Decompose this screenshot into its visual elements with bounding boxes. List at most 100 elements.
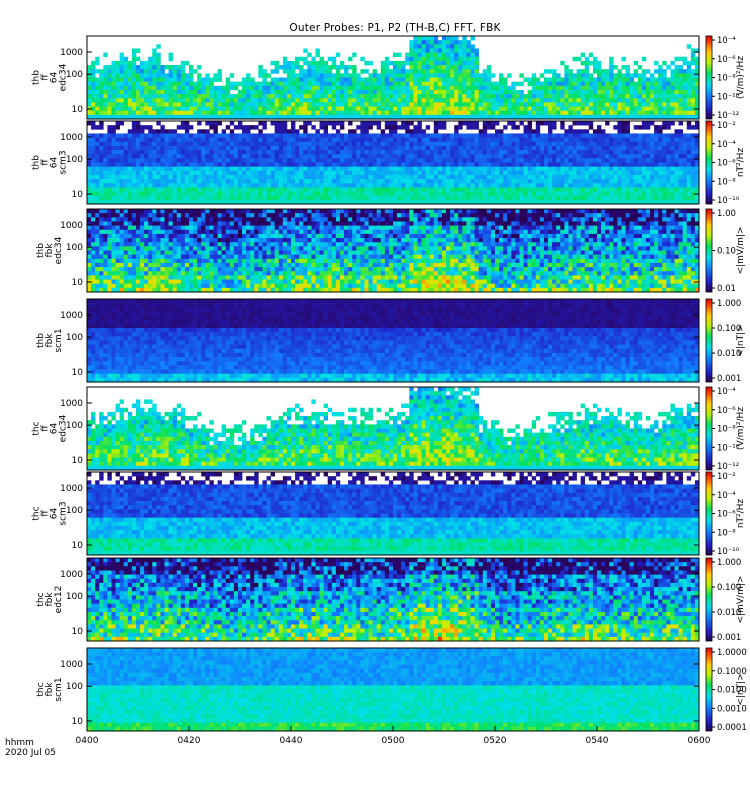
spectrogram-cell bbox=[495, 187, 499, 191]
spectrogram-cell bbox=[369, 90, 373, 94]
spectrogram-cell bbox=[254, 142, 258, 146]
spectrogram-cell bbox=[536, 196, 540, 200]
spectrogram-cell bbox=[438, 107, 442, 111]
spectrogram-cell bbox=[250, 196, 254, 200]
spectrogram-cell bbox=[417, 48, 421, 52]
spectrogram-cell bbox=[120, 53, 124, 57]
spectrogram-cell bbox=[670, 171, 674, 175]
spectrogram-cell bbox=[226, 90, 230, 94]
spectrogram-cell bbox=[148, 163, 152, 167]
spectrogram-cell bbox=[201, 150, 205, 154]
spectrogram-cell bbox=[140, 146, 144, 150]
spectrogram-cell bbox=[193, 192, 197, 196]
colorbar-scale bbox=[706, 36, 712, 119]
spectrogram-cell bbox=[295, 98, 299, 102]
spectrogram-cell bbox=[581, 53, 585, 57]
spectrogram-cell bbox=[413, 36, 417, 40]
spectrogram-cell bbox=[581, 179, 585, 183]
spectrogram-cell bbox=[458, 187, 462, 191]
spectrogram-cell bbox=[454, 61, 458, 65]
spectrogram-cell bbox=[585, 69, 589, 73]
spectrogram-cell bbox=[471, 142, 475, 146]
spectrogram-cell bbox=[267, 171, 271, 175]
spectrogram-cell bbox=[218, 167, 222, 171]
spectrogram-cell bbox=[434, 98, 438, 102]
spectrogram-cell bbox=[124, 107, 128, 111]
spectrogram-cell bbox=[120, 175, 124, 179]
spectrogram-cell bbox=[630, 163, 634, 167]
spectrogram-cell bbox=[426, 146, 430, 150]
spectrogram-cell bbox=[169, 192, 173, 196]
spectrogram-cell bbox=[156, 154, 160, 158]
spectrogram-cell bbox=[658, 73, 662, 77]
spectrogram-cell bbox=[471, 69, 475, 73]
spectrogram-cell bbox=[405, 125, 409, 129]
spectrogram-cell bbox=[601, 175, 605, 179]
spectrogram-cell bbox=[621, 78, 625, 82]
spectrogram-cell bbox=[291, 163, 295, 167]
spectrogram-cell bbox=[165, 154, 169, 158]
spectrogram-cell bbox=[177, 90, 181, 94]
spectrogram-cell bbox=[258, 175, 262, 179]
spectrogram-cell bbox=[438, 69, 442, 73]
spectrogram-cell bbox=[683, 179, 687, 183]
spectrogram-cell bbox=[687, 82, 691, 86]
spectrogram-cell bbox=[181, 94, 185, 98]
spectrogram-cell bbox=[332, 65, 336, 69]
spectrogram-cell bbox=[597, 196, 601, 200]
spectrogram-cell bbox=[262, 125, 266, 129]
spectrogram-cell bbox=[340, 142, 344, 146]
spectrogram-cell bbox=[165, 167, 169, 171]
spectrogram-cell bbox=[173, 158, 177, 162]
spectrogram-cell bbox=[556, 78, 560, 82]
spectrogram-cell bbox=[438, 196, 442, 200]
spectrogram-cell bbox=[373, 175, 377, 179]
spectrogram-cell bbox=[107, 111, 111, 115]
spectrogram-cell bbox=[230, 158, 234, 162]
spectrogram-cell bbox=[132, 171, 136, 175]
spectrogram-cell bbox=[691, 102, 695, 106]
spectrogram-cell bbox=[679, 57, 683, 61]
spectrogram-cell bbox=[430, 192, 434, 196]
spectrogram-cell bbox=[683, 133, 687, 137]
spectrogram-cell bbox=[422, 175, 426, 179]
spectrogram-cell bbox=[577, 69, 581, 73]
spectrogram-cell bbox=[287, 65, 291, 69]
spectrogram-cell bbox=[254, 196, 258, 200]
spectrogram-cell bbox=[389, 61, 393, 65]
spectrogram-cell bbox=[426, 61, 430, 65]
spectrogram-cell bbox=[609, 61, 613, 65]
spectrogram-cell bbox=[666, 90, 670, 94]
spectrogram-cell bbox=[128, 73, 132, 77]
spectrogram-cell bbox=[238, 107, 242, 111]
spectrogram-cell bbox=[585, 175, 589, 179]
spectrogram-cell bbox=[605, 78, 609, 82]
spectrogram-cell bbox=[515, 111, 519, 115]
spectrogram-cell bbox=[132, 53, 136, 57]
spectrogram-cell bbox=[242, 167, 246, 171]
spectrogram-cell bbox=[169, 196, 173, 200]
spectrogram-cell bbox=[471, 121, 475, 125]
spectrogram-cell bbox=[238, 179, 242, 183]
spectrogram-cell bbox=[111, 138, 115, 142]
spectrogram-cell bbox=[454, 98, 458, 102]
spectrogram-cell bbox=[560, 171, 564, 175]
spectrogram-cell bbox=[483, 98, 487, 102]
spectrogram-cell bbox=[401, 167, 405, 171]
spectrogram-cell bbox=[234, 179, 238, 183]
spectrogram-cell bbox=[442, 107, 446, 111]
spectrogram-cell bbox=[99, 69, 103, 73]
spectrogram-cell bbox=[475, 78, 479, 82]
spectrogram-cell bbox=[136, 86, 140, 90]
spectrogram-cell bbox=[503, 196, 507, 200]
spectrogram-cell bbox=[503, 154, 507, 158]
spectrogram-cell bbox=[462, 44, 466, 48]
spectrogram-cell bbox=[381, 86, 385, 90]
spectrogram-cell bbox=[107, 163, 111, 167]
spectrogram-cell bbox=[471, 163, 475, 167]
spectrogram-cell bbox=[385, 86, 389, 90]
spectrogram-cell bbox=[462, 94, 466, 98]
spectrogram-cell bbox=[577, 111, 581, 115]
spectrogram-cell bbox=[524, 78, 528, 82]
spectrogram-cell bbox=[401, 133, 405, 137]
